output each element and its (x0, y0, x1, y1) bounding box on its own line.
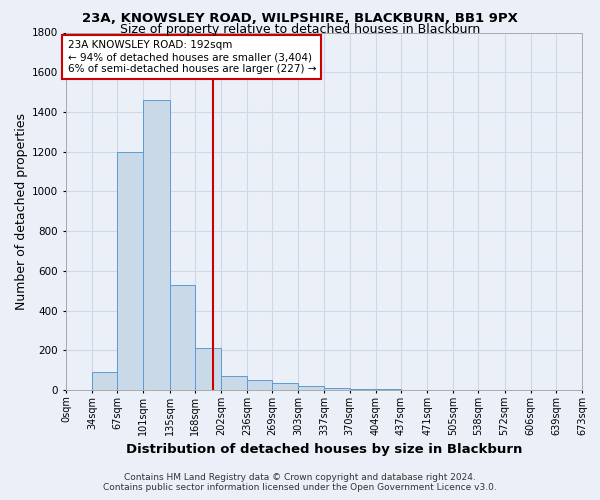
Bar (298, 386, 325, 390)
Bar (92, 372, 118, 390)
Bar (118, 152, 143, 390)
Bar (272, 383, 298, 390)
Bar (195, 348, 221, 390)
Bar (325, 388, 350, 390)
Bar (247, 380, 272, 390)
Text: 23A KNOWSLEY ROAD: 192sqm
← 94% of detached houses are smaller (3,404)
6% of sem: 23A KNOWSLEY ROAD: 192sqm ← 94% of detac… (68, 40, 316, 74)
Bar (221, 376, 247, 390)
Bar (350, 389, 376, 390)
Text: 23A, KNOWSLEY ROAD, WILPSHIRE, BLACKBURN, BB1 9PX: 23A, KNOWSLEY ROAD, WILPSHIRE, BLACKBURN… (82, 12, 518, 26)
Bar (143, 100, 170, 390)
X-axis label: Distribution of detached houses by size in Blackburn: Distribution of detached houses by size … (126, 444, 522, 456)
Bar (170, 284, 195, 390)
Y-axis label: Number of detached properties: Number of detached properties (15, 113, 28, 310)
Text: Contains HM Land Registry data © Crown copyright and database right 2024.
Contai: Contains HM Land Registry data © Crown c… (103, 473, 497, 492)
Text: Size of property relative to detached houses in Blackburn: Size of property relative to detached ho… (120, 22, 480, 36)
